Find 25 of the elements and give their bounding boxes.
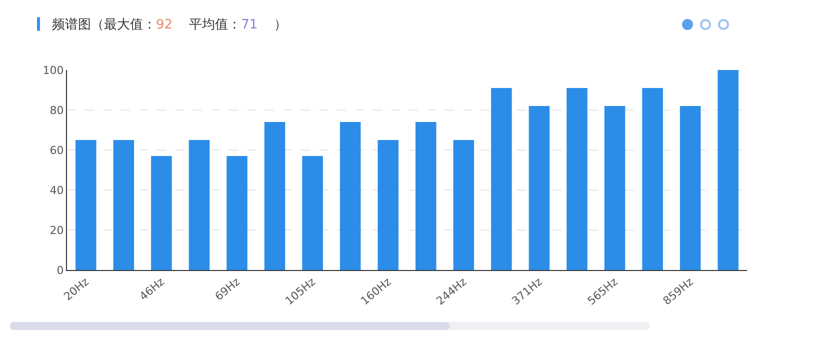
bar xyxy=(642,88,663,270)
chart-title: 频谱图（最大值：92 平均值：71 ） xyxy=(52,18,288,33)
y-tick-label: 20 xyxy=(50,224,64,237)
bar xyxy=(113,140,134,270)
bar xyxy=(718,70,738,270)
bar xyxy=(680,106,701,270)
bar xyxy=(453,140,474,270)
bar xyxy=(302,156,323,270)
bar xyxy=(566,88,588,270)
bar xyxy=(151,156,172,270)
y-tick-label: 0 xyxy=(56,264,64,277)
bar xyxy=(491,88,512,270)
y-tick-label: 40 xyxy=(50,184,64,197)
bar xyxy=(264,122,286,270)
bar xyxy=(188,140,210,270)
bar xyxy=(378,140,398,270)
bar xyxy=(416,122,436,270)
bar xyxy=(340,122,361,270)
y-tick-label: 80 xyxy=(50,104,64,117)
bar xyxy=(76,140,96,270)
bar xyxy=(226,156,248,270)
bar xyxy=(604,106,626,270)
y-tick-label: 60 xyxy=(50,144,64,157)
y-tick-label: 100 xyxy=(42,64,64,77)
bar xyxy=(528,106,550,270)
